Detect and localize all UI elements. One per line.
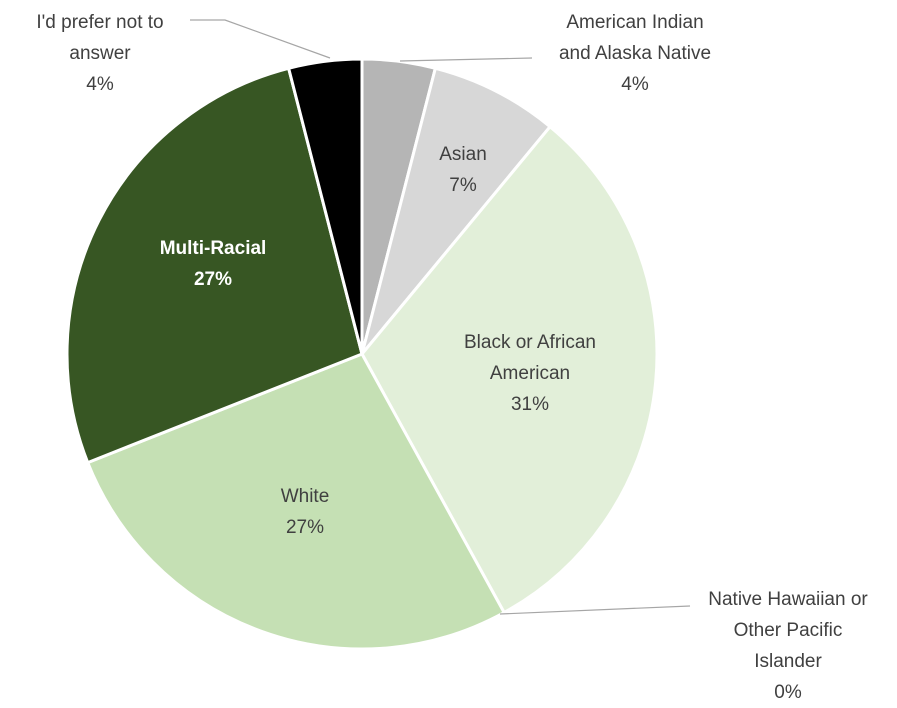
data-label-native-hawaiian-or-other-pacific-islander: Native Hawaiian or Other Pacific Islander 0… — [708, 589, 868, 703]
pie-slice-asian — [360, 66, 553, 355]
data-label-i-d-prefer-not-to-answer: I'd prefer not to answer 4% — [36, 12, 163, 95]
data-label-asian: Asian 7% — [439, 144, 487, 196]
pie-slice-white — [85, 352, 507, 651]
leader-line-native-hawaiian-or-other-pacific-islander — [499, 605, 691, 615]
pie-slice-multi-racial — [65, 66, 364, 465]
data-label-black-or-african-american: Black or African American 31% — [464, 332, 596, 415]
data-label-white: White 27% — [281, 486, 330, 538]
data-label-american-indian-and-alaska-native: American Indian and Alaska Native 4% — [559, 12, 711, 95]
leader-line-i-d-prefer-not-to-answer — [190, 19, 331, 59]
leader-line-american-indian-and-alaska-native — [399, 57, 533, 62]
data-label-multi-racial: Multi-Racial 27% — [160, 238, 267, 290]
pie-slice-i-d-prefer-not-to-answer — [286, 57, 364, 355]
pie-slice-black-or-african-american — [360, 124, 659, 615]
